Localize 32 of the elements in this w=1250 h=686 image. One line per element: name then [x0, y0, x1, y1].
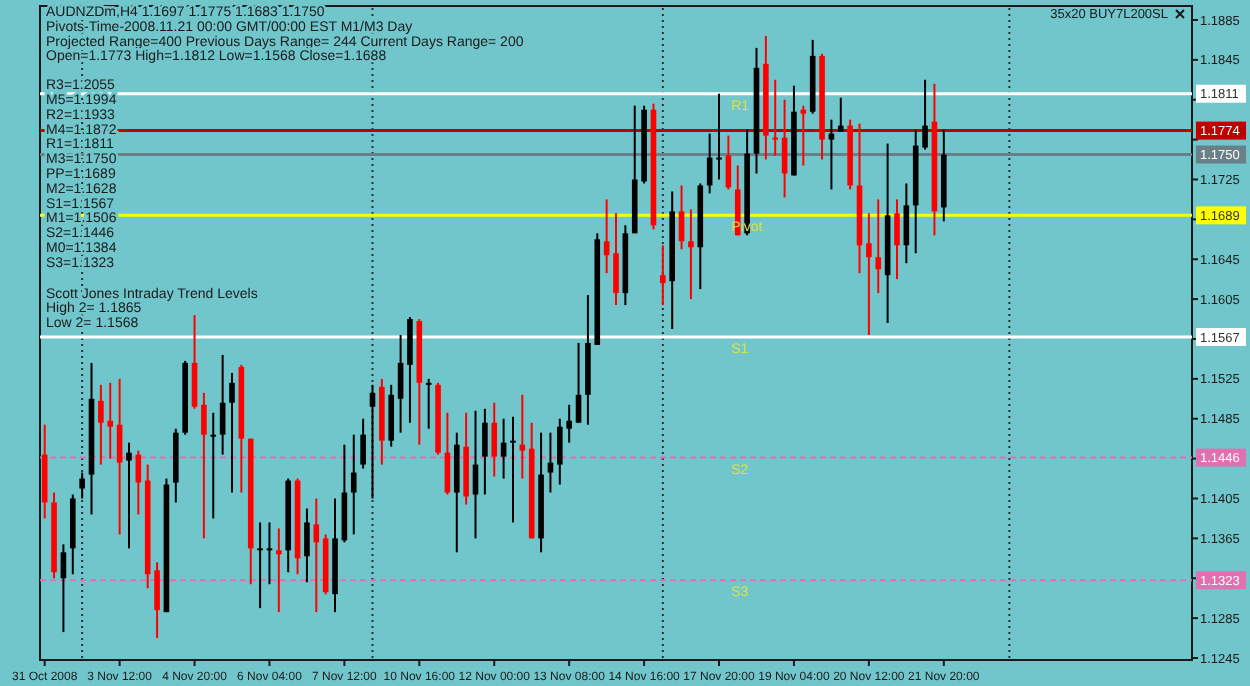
candlestick	[510, 415, 516, 524]
candlestick	[388, 383, 395, 448]
candlestick	[360, 417, 366, 470]
candlestick	[688, 208, 694, 301]
candlestick	[266, 521, 273, 586]
candlestick	[800, 104, 807, 167]
candlestick	[660, 244, 666, 307]
candlestick	[350, 433, 357, 536]
candlestick	[875, 198, 882, 295]
candlestick	[276, 527, 282, 614]
candlestick	[313, 497, 320, 614]
candlestick	[866, 212, 872, 336]
candlestick	[772, 78, 779, 157]
candlestick	[369, 383, 376, 500]
candlestick	[407, 316, 413, 424]
candlestick	[229, 371, 235, 494]
candlestick	[79, 471, 85, 500]
candlestick	[201, 391, 207, 540]
candlestick	[126, 441, 132, 550]
candlestick	[894, 198, 900, 281]
candlestick	[425, 377, 432, 430]
candlestick	[482, 407, 488, 496]
candlestick	[257, 521, 263, 610]
candlestick	[210, 411, 217, 520]
candlestick	[716, 92, 722, 181]
candlestick	[603, 198, 610, 275]
candlestick	[837, 96, 844, 133]
candlestick	[500, 417, 507, 480]
candlestick	[304, 507, 310, 584]
candlestick	[613, 212, 619, 307]
candlestick	[491, 401, 498, 478]
candlestick	[453, 431, 460, 554]
